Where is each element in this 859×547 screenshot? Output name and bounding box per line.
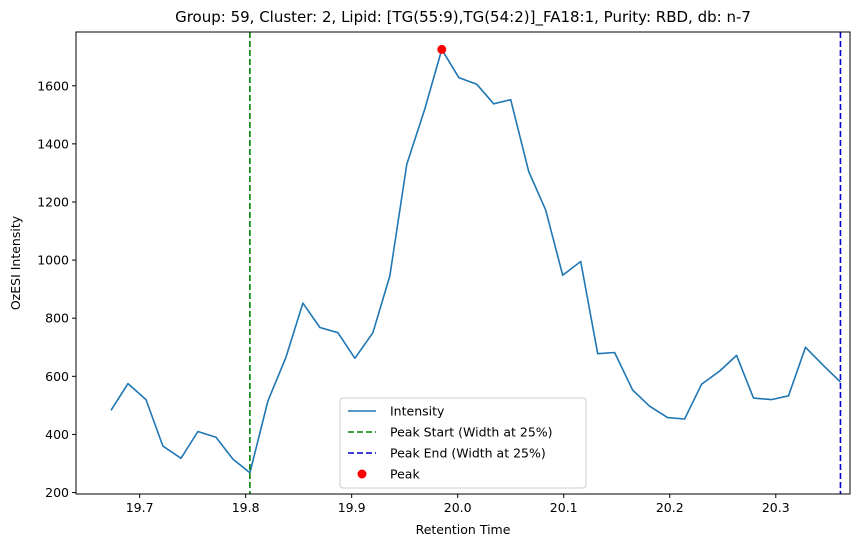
legend-label-intensity: Intensity [390, 404, 445, 419]
y-tick-label: 200 [45, 485, 69, 500]
y-tick-label: 1200 [37, 194, 69, 209]
peak-marker [437, 44, 447, 54]
x-axis-label: Retention Time [416, 522, 511, 537]
x-tick-label: 19.7 [126, 500, 154, 515]
chart-title: Group: 59, Cluster: 2, Lipid: [TG(55:9),… [175, 8, 751, 27]
legend: Intensity Peak Start (Width at 25%) Peak… [339, 397, 587, 489]
y-axis-label: OzESI Intensity [8, 215, 23, 310]
y-tick-label: 1600 [37, 78, 69, 93]
y-tick-label: 600 [45, 369, 69, 384]
y-tick-label: 400 [45, 427, 69, 442]
legend-label-peak-start: Peak Start (Width at 25%) [390, 425, 553, 440]
x-tick-label: 19.8 [232, 500, 260, 515]
x-tick-label: 20.1 [550, 500, 578, 515]
legend-swatch-peak [357, 469, 367, 479]
y-tick-label: 800 [45, 311, 69, 326]
x-tick-label: 19.9 [338, 500, 366, 515]
legend-label-peak: Peak [390, 467, 420, 482]
legend-label-peak-end: Peak End (Width at 25%) [390, 446, 546, 461]
plot-frame [75, 31, 851, 495]
x-tick-label: 20.2 [656, 500, 684, 515]
y-tick-label: 1000 [37, 253, 69, 268]
legend-box [339, 397, 587, 489]
axes: 19.7 19.8 19.9 20.0 20.1 20.2 20.3 200 400 600 800… [37, 31, 851, 515]
y-tick-label: 1400 [37, 136, 69, 151]
x-tick-label: 20.0 [444, 500, 472, 515]
plot-area [110, 32, 842, 494]
x-tick-label: 20.3 [762, 500, 790, 515]
series-line-intensity [110, 48, 842, 474]
